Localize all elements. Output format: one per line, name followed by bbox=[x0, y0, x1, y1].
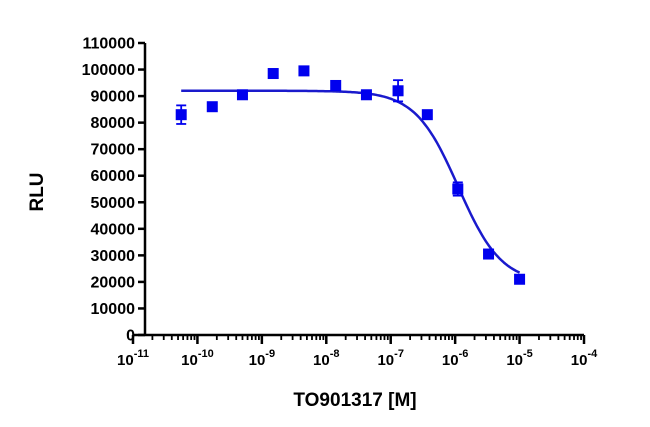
x-tick-label: 10-9 bbox=[249, 348, 275, 369]
data-marker bbox=[421, 109, 433, 121]
y-tick-label: 0 bbox=[126, 328, 135, 345]
x-tick-label: 10-6 bbox=[442, 348, 468, 369]
data-marker bbox=[206, 101, 218, 113]
x-tick-label: 10-10 bbox=[181, 348, 214, 369]
fit-curve bbox=[181, 89, 521, 274]
data-marker bbox=[392, 85, 404, 97]
y-tick-label: 50000 bbox=[91, 195, 136, 212]
data-point bbox=[421, 109, 433, 121]
data-point bbox=[452, 181, 464, 197]
x-tick-label: 10-5 bbox=[506, 348, 532, 369]
data-marker bbox=[330, 79, 342, 91]
data-point bbox=[392, 79, 404, 103]
y-tick-label: 60000 bbox=[91, 168, 136, 185]
x-tick-label: 10-8 bbox=[313, 348, 339, 369]
data-marker bbox=[452, 183, 464, 195]
y-axis: 0 10000 20000 30000 40000 50000 60000 70000 8000… bbox=[82, 36, 147, 345]
y-tick-label: 100000 bbox=[82, 62, 135, 79]
y-tick-label: 110000 bbox=[82, 36, 135, 53]
y-tick-label: 90000 bbox=[91, 89, 136, 106]
data-point bbox=[206, 101, 218, 113]
data-marker bbox=[236, 89, 248, 101]
y-tick-label: 10000 bbox=[91, 301, 136, 318]
data-point bbox=[483, 248, 495, 260]
data-marker bbox=[483, 248, 495, 260]
data-point bbox=[267, 68, 279, 80]
data-point bbox=[236, 89, 248, 101]
plot-area bbox=[175, 65, 526, 285]
y-axis-title: RLU bbox=[27, 172, 48, 211]
y-tick-label: 70000 bbox=[91, 142, 136, 159]
data-marker bbox=[360, 89, 372, 101]
data-point bbox=[514, 273, 526, 285]
x-tick-label: 10-7 bbox=[377, 348, 403, 369]
data-point bbox=[360, 89, 372, 101]
y-tick-label: 40000 bbox=[91, 221, 136, 238]
data-point bbox=[330, 79, 342, 91]
data-marker bbox=[514, 273, 526, 285]
x-tick-label: 10-11 bbox=[117, 348, 149, 369]
x-tick-label: 10-4 bbox=[571, 348, 598, 369]
data-point bbox=[298, 65, 310, 77]
y-tick-label: 20000 bbox=[91, 274, 136, 291]
data-marker bbox=[298, 65, 310, 77]
data-marker bbox=[175, 109, 187, 121]
x-axis: 10-11 10-10 10-9 10-8 10-7 10-6 10-5 10-4 bbox=[117, 333, 598, 369]
y-tick-label: 80000 bbox=[91, 115, 136, 132]
data-point bbox=[175, 104, 187, 125]
y-tick-label: 30000 bbox=[91, 248, 136, 265]
data-marker bbox=[267, 68, 279, 80]
x-axis-title: TO901317 [M] bbox=[293, 390, 416, 411]
